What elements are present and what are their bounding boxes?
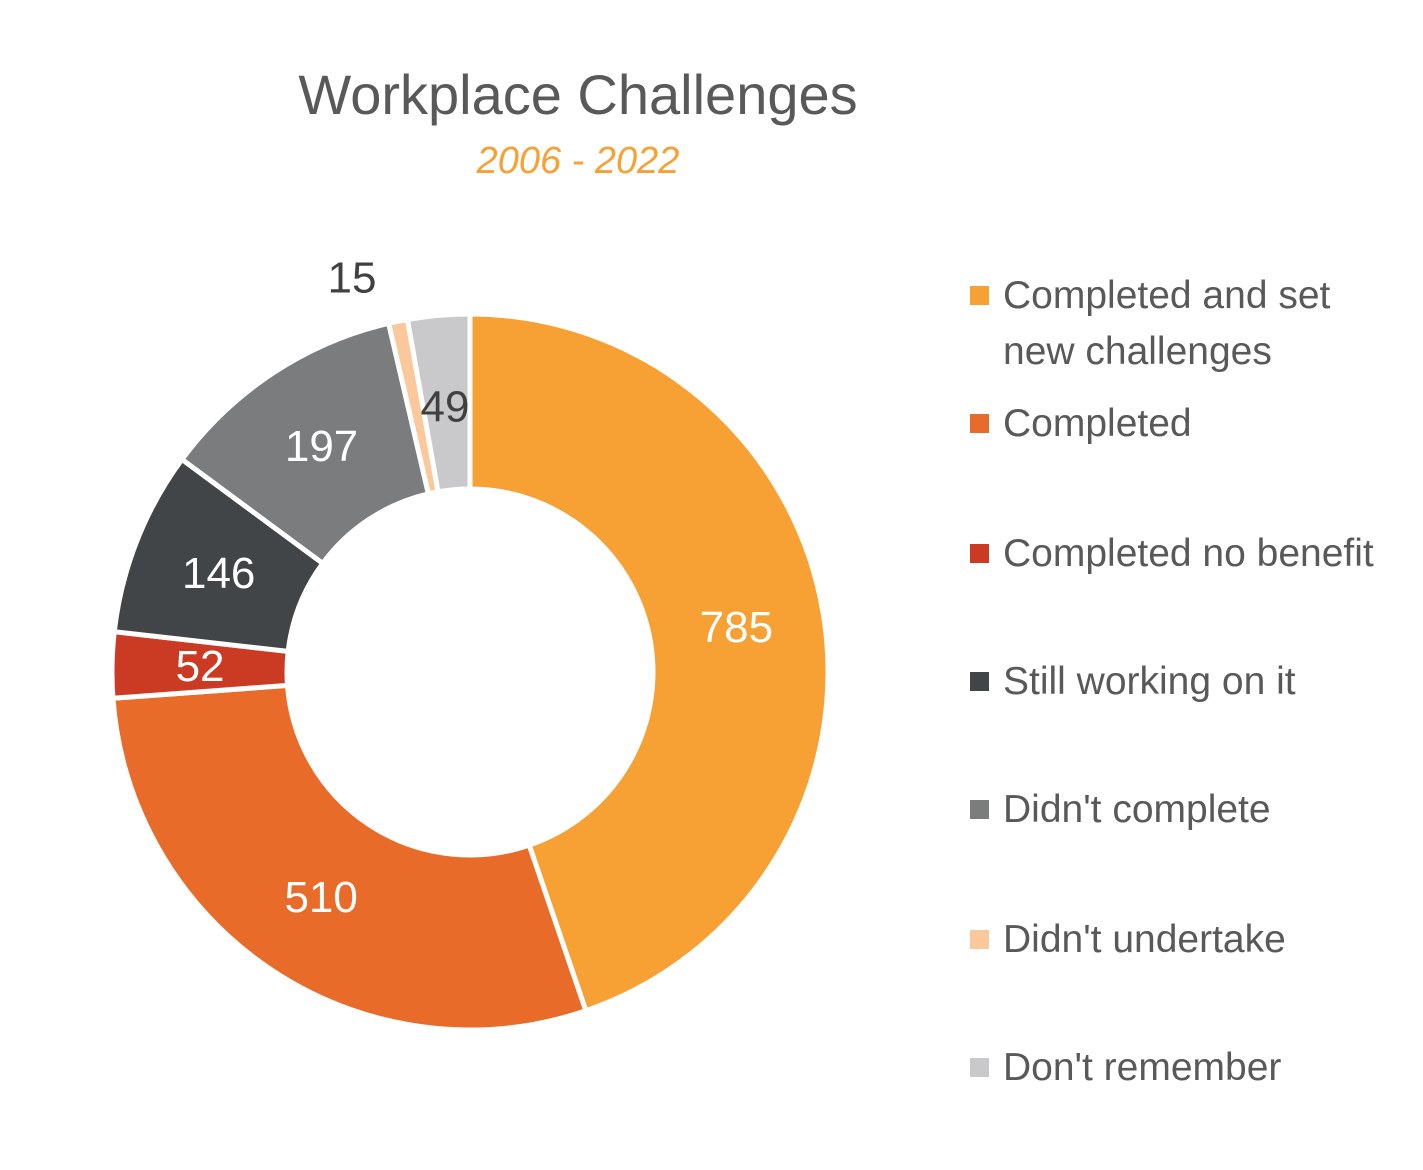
legend-item-didn-t-complete: Didn't complete: [968, 782, 1408, 838]
data-label-completed: 510: [284, 873, 357, 922]
legend-label: Still working on it: [1003, 660, 1296, 703]
chart-title: Workplace Challenges: [298, 63, 858, 126]
legend-swatch: [970, 286, 989, 305]
legend-swatch: [970, 414, 989, 433]
chart-subtitle: 2006 - 2022: [476, 140, 680, 182]
legend-label: Completed: [1003, 402, 1192, 445]
slice-didn-t-complete: [179, 320, 431, 566]
data-label-don-t-remember: 49: [421, 383, 470, 432]
legend-item-still-working-on-it: Still working on it: [968, 654, 1408, 710]
legend-label: Completed no benefit: [1003, 532, 1374, 575]
legend-item-didn-t-undertake: Didn't undertake: [968, 912, 1408, 968]
legend-label: Didn't complete: [1003, 788, 1271, 831]
data-label-completed-and-set-new-challenges: 785: [700, 603, 773, 652]
legend-swatch: [970, 1058, 989, 1077]
legend-swatch: [970, 930, 989, 949]
legend-label: Completed and set new challenges: [1003, 274, 1331, 373]
data-label-completed-no-benefit: 52: [176, 642, 225, 691]
legend-item-completed: Completed: [968, 396, 1408, 452]
legend-swatch: [970, 800, 989, 819]
legend-swatch: [970, 544, 989, 563]
donut-chart: 785 510 52 146 197 15 49: [110, 253, 831, 1033]
slice-completed-and-set-new-challenges: [467, 311, 831, 1014]
slice-don-t-remember: [404, 311, 473, 495]
legend-label: Didn't undertake: [1003, 918, 1286, 961]
legend-item-completed-no-benefit: Completed no benefit: [968, 526, 1408, 582]
legend-item-completed-and-set-new-challenges: Completed and set new challenges: [968, 268, 1408, 380]
legend-item-don-t-remember: Don't remember: [968, 1040, 1408, 1096]
slice-completed: [110, 682, 589, 1033]
legend-swatch: [970, 672, 989, 691]
data-label-didn-t-complete: 197: [285, 422, 358, 471]
data-label-didn-t-undertake: 15: [328, 254, 377, 303]
data-label-still-working-on-it: 146: [182, 549, 255, 598]
legend-label: Don't remember: [1003, 1046, 1282, 1089]
